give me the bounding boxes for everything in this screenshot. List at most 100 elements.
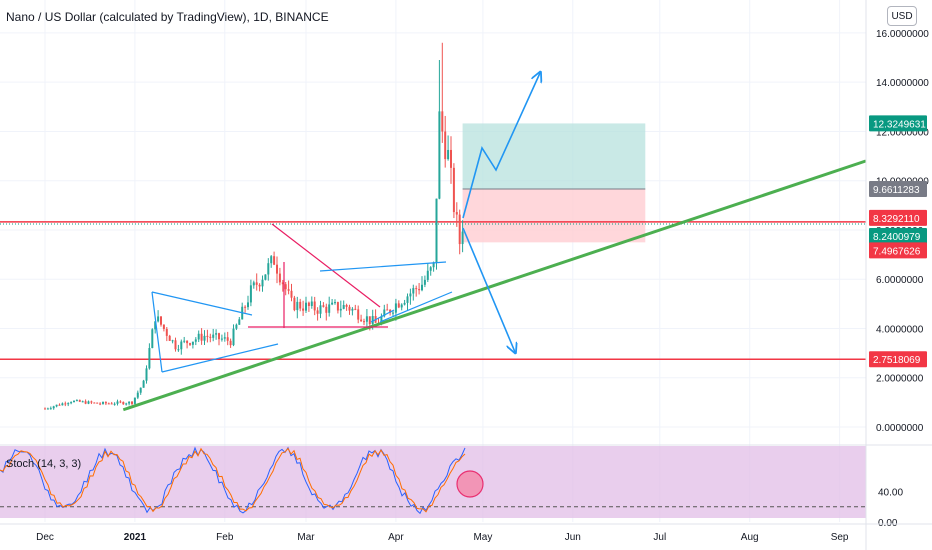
candle-body	[122, 402, 125, 405]
candle-body	[357, 309, 360, 320]
candle-body	[177, 349, 180, 351]
candle-body	[113, 403, 116, 405]
candle-body	[252, 282, 255, 286]
price-tick-label: 2.0000000	[876, 374, 924, 385]
candle-body	[444, 131, 447, 160]
stoch-d-line	[0, 447, 466, 513]
candle-body	[70, 402, 73, 404]
candle-body	[183, 340, 186, 342]
candle-body	[409, 293, 412, 297]
candle-body	[212, 334, 215, 338]
pattern-line	[370, 309, 395, 323]
candle-body	[107, 403, 110, 405]
risk-reward-zones[interactable]	[462, 123, 646, 243]
pattern-line	[271, 223, 381, 308]
price-badge	[869, 228, 927, 245]
candle-body	[235, 324, 238, 329]
highlight-circle	[456, 470, 484, 498]
candle-body	[302, 308, 305, 311]
candle-body	[247, 302, 249, 308]
candle-body	[278, 273, 281, 283]
projection-arrows[interactable]	[462, 73, 540, 352]
currency-button[interactable]: USD	[887, 6, 917, 26]
candle-body	[238, 319, 241, 325]
candle-body	[403, 302, 406, 305]
candle-body	[400, 304, 403, 308]
stochastic-pane: 40.000.00	[0, 444, 932, 529]
pattern-line	[151, 291, 163, 373]
candle-body	[310, 301, 313, 306]
candle-body	[87, 401, 90, 404]
candle-body	[171, 340, 174, 342]
candle-body	[383, 309, 386, 317]
candle-body	[423, 279, 426, 285]
candle-body	[96, 402, 99, 404]
candle-body	[305, 302, 307, 311]
horizontal-levels[interactable]	[0, 221, 866, 360]
candle-body	[226, 337, 229, 341]
candle-body	[336, 302, 339, 311]
candle-body	[339, 308, 342, 311]
candle-body	[365, 316, 368, 322]
pattern-drawings[interactable]	[122, 159, 867, 412]
price-axis[interactable]: 16.000000014.000000012.000000010.0000000…	[865, 0, 929, 550]
candle-body	[223, 337, 226, 339]
candle-body	[418, 289, 421, 291]
candle-body	[142, 380, 145, 388]
bear-arrow	[462, 227, 515, 352]
time-tick-label: 2021	[124, 532, 147, 543]
candle-body	[438, 111, 441, 199]
candle-body	[435, 198, 438, 263]
candle-body	[290, 290, 293, 298]
candle-body	[133, 397, 136, 404]
price-tick-label: 14.0000000	[876, 78, 929, 89]
candle-body	[342, 305, 345, 309]
candle-body	[131, 401, 133, 404]
candle-body	[229, 340, 232, 346]
candle-body	[218, 333, 220, 340]
time-axis[interactable]: Dec 2021 Feb Mar Apr May Jun Jul Aug Sep	[0, 523, 932, 543]
candle-body	[116, 401, 119, 404]
candle-body	[363, 321, 365, 323]
candle-body	[307, 302, 310, 306]
time-tick-label: Aug	[741, 532, 759, 543]
candle-body	[128, 401, 131, 404]
price-badge-label: 8.2400979	[873, 232, 921, 243]
candle-body	[334, 302, 336, 304]
candle-body	[281, 282, 284, 285]
time-tick-label: Jul	[653, 532, 666, 543]
time-tick-label: Feb	[216, 532, 234, 543]
time-tick-label: Sep	[831, 532, 849, 543]
candle-body	[360, 319, 363, 322]
candle-body	[368, 316, 371, 325]
price-badge-label: 12.3249631	[873, 119, 926, 130]
candle-body	[165, 328, 168, 336]
candle-body	[276, 264, 278, 274]
candle-body	[151, 329, 154, 349]
candle-body	[371, 316, 374, 325]
candle-body	[267, 263, 270, 275]
candle-body	[180, 341, 183, 350]
indicator-label[interactable]: Stoch (14, 3, 3)	[6, 458, 82, 470]
candle-body	[386, 309, 389, 311]
candle-body	[162, 324, 165, 329]
candle-body	[299, 301, 302, 309]
candle-body	[450, 149, 452, 168]
candle-body	[67, 403, 70, 405]
price-tick-label: 12.0000000	[876, 127, 929, 138]
candle-body	[325, 306, 328, 313]
candle-body	[186, 340, 189, 344]
candle-body	[209, 336, 212, 338]
candle-body	[415, 288, 418, 290]
loss-zone	[462, 189, 646, 243]
price-tick-label: 6.0000000	[876, 275, 924, 286]
candle-body	[351, 308, 354, 311]
candle-body	[139, 387, 142, 393]
profit-zone	[462, 123, 646, 190]
price-badge	[869, 181, 927, 198]
candle-body	[232, 328, 235, 346]
time-tick-label: May	[473, 532, 492, 543]
pattern-line	[379, 291, 453, 323]
candle-body	[104, 402, 107, 404]
